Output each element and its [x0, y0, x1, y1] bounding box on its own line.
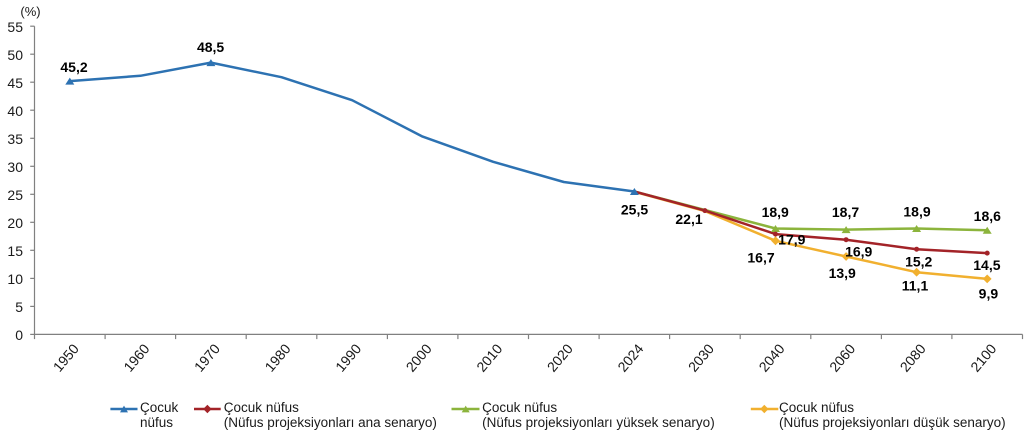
svg-text:Çocuk nüfus: Çocuk nüfus — [779, 400, 854, 415]
svg-text:(%): (%) — [20, 4, 40, 19]
svg-text:nüfus: nüfus — [140, 415, 173, 430]
svg-text:11,1: 11,1 — [902, 278, 929, 294]
svg-text:Çocuk: Çocuk — [140, 400, 179, 415]
svg-text:45,2: 45,2 — [60, 59, 87, 75]
svg-text:22,1: 22,1 — [675, 211, 702, 227]
svg-text:50: 50 — [7, 47, 23, 63]
svg-text:48,5: 48,5 — [197, 39, 224, 55]
svg-text:5: 5 — [15, 299, 23, 315]
svg-text:25,5: 25,5 — [621, 202, 648, 218]
svg-text:(Nüfus projeksiyonları düşük s: (Nüfus projeksiyonları düşük senaryo) — [779, 415, 1006, 430]
svg-text:(Nüfus projeksiyonları ana sen: (Nüfus projeksiyonları ana senaryo) — [224, 415, 437, 430]
svg-text:16,7: 16,7 — [747, 250, 774, 266]
svg-text:35: 35 — [7, 131, 23, 147]
svg-text:30: 30 — [7, 159, 23, 175]
svg-text:9,9: 9,9 — [979, 285, 999, 301]
svg-text:20: 20 — [7, 215, 23, 231]
svg-text:14,5: 14,5 — [973, 257, 1000, 273]
svg-text:45: 45 — [7, 75, 23, 91]
svg-text:18,9: 18,9 — [903, 204, 930, 220]
svg-text:18,9: 18,9 — [762, 204, 789, 220]
svg-text:(Nüfus projeksiyonları yüksek: (Nüfus projeksiyonları yüksek senaryo) — [482, 415, 715, 430]
svg-text:18,7: 18,7 — [832, 204, 859, 220]
svg-text:40: 40 — [7, 103, 23, 119]
svg-text:10: 10 — [7, 271, 23, 287]
svg-text:Çocuk nüfus: Çocuk nüfus — [482, 400, 557, 415]
svg-text:17,9: 17,9 — [778, 231, 805, 247]
svg-text:18,6: 18,6 — [974, 208, 1001, 224]
svg-text:13,9: 13,9 — [829, 265, 856, 281]
svg-text:0: 0 — [15, 327, 23, 343]
svg-text:16,9: 16,9 — [845, 243, 872, 259]
svg-text:15: 15 — [7, 243, 23, 259]
svg-text:55: 55 — [7, 19, 23, 35]
svg-text:15,2: 15,2 — [905, 253, 932, 269]
svg-text:Çocuk nüfus: Çocuk nüfus — [224, 400, 299, 415]
svg-text:25: 25 — [7, 187, 23, 203]
